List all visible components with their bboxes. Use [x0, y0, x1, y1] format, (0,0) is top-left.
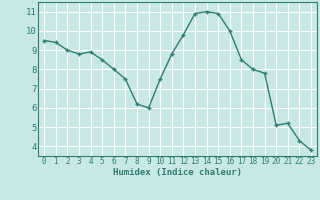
X-axis label: Humidex (Indice chaleur): Humidex (Indice chaleur)	[113, 168, 242, 177]
